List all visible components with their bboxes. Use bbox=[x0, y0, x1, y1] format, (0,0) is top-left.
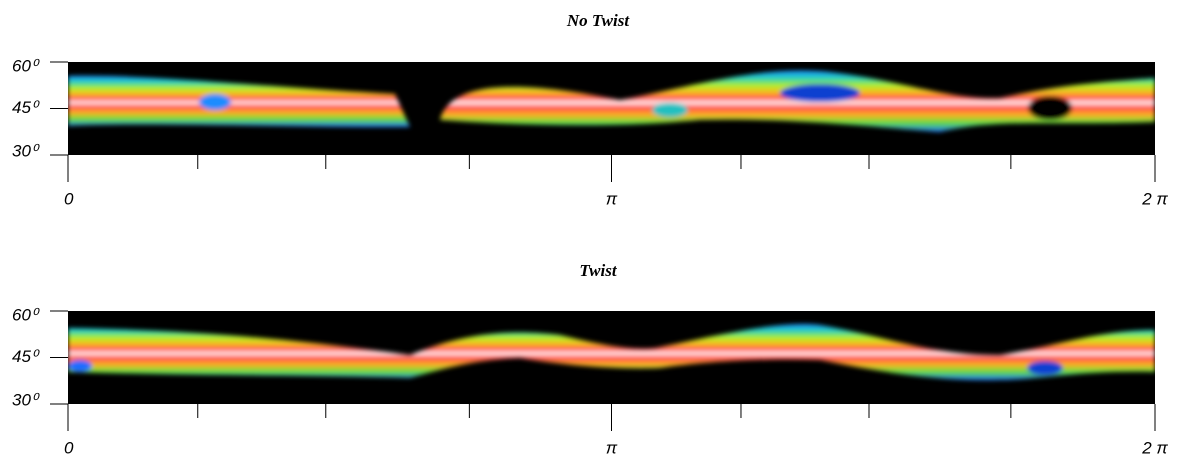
chart-title: No Twist bbox=[566, 11, 630, 30]
heatmap-image bbox=[68, 311, 1155, 404]
y-tick-label: 60⁰ bbox=[12, 56, 40, 75]
y-tick-label: 30⁰ bbox=[12, 141, 40, 160]
y-tick-label: 30⁰ bbox=[12, 390, 40, 409]
x-tick-label: 2 π bbox=[1141, 189, 1168, 208]
y-tick-label: 45⁰ bbox=[12, 98, 40, 117]
x-tick-label: 0 bbox=[64, 438, 74, 457]
chart-title: Twist bbox=[579, 261, 617, 280]
y-tick-label: 45⁰ bbox=[12, 347, 40, 366]
y-tick-label: 60⁰ bbox=[12, 305, 40, 324]
x-tick-label: 0 bbox=[64, 189, 74, 208]
heatmap-image bbox=[68, 62, 1155, 155]
x-tick-label: 2 π bbox=[1141, 438, 1168, 457]
x-tick-label: π bbox=[606, 189, 618, 208]
x-tick-label: π bbox=[606, 438, 618, 457]
